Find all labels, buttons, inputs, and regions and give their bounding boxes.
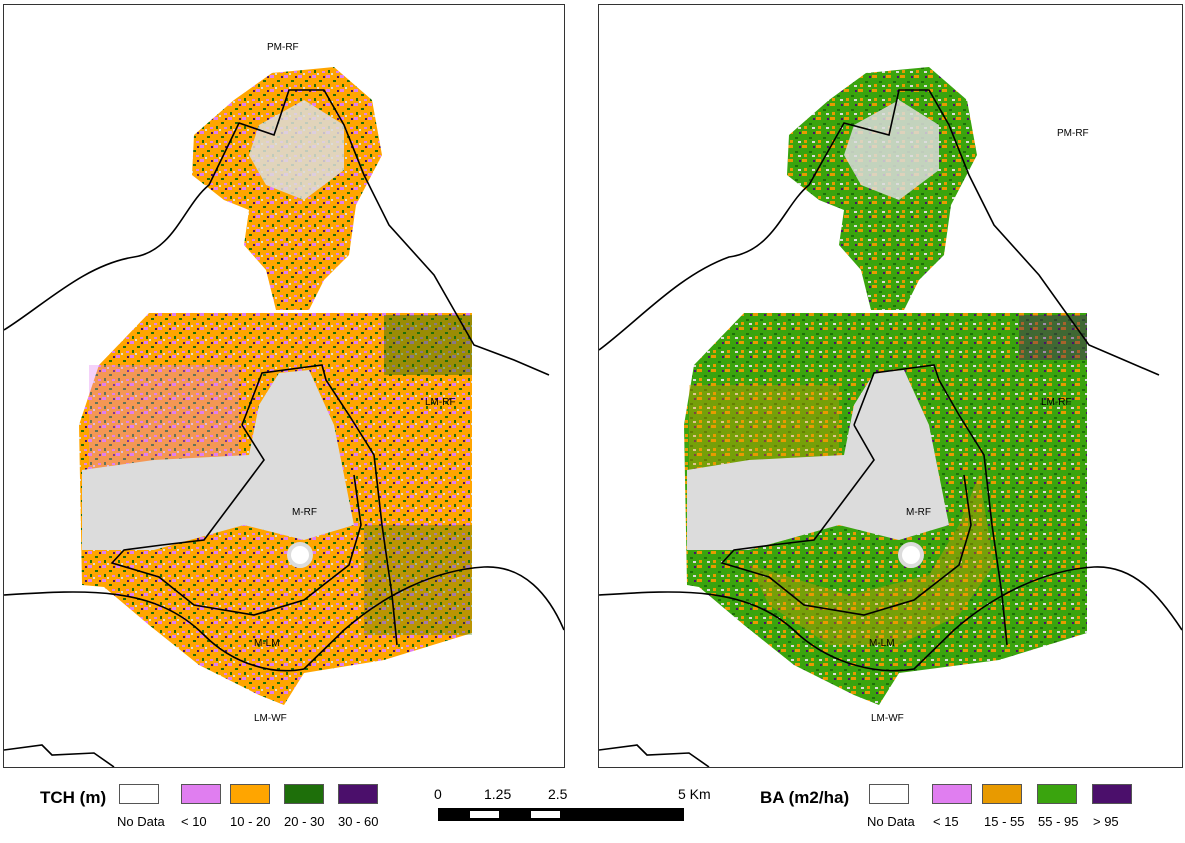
zone-label-lm-wf: LM-WF bbox=[254, 713, 287, 724]
orange-belt bbox=[749, 475, 994, 645]
dark-green-zone-se bbox=[364, 525, 472, 635]
ba-map-panel: PM-RF LM-RF M-RF M-LM LM-WF bbox=[598, 4, 1183, 768]
tch-swatch-lt10 bbox=[181, 784, 221, 804]
zone-label-m-lm: M-LM bbox=[254, 638, 280, 649]
ba-swatch-gt95 bbox=[1092, 784, 1132, 804]
ba-legend-title: BA (m2/ha) bbox=[760, 788, 850, 807]
tch-label-20-30: 20 - 30 bbox=[284, 814, 325, 829]
scale-tick-2-5: 2.5 bbox=[548, 786, 568, 802]
zone-label-m-rf: M-RF bbox=[292, 507, 317, 518]
scale-tick-5km: 5 Km bbox=[678, 786, 711, 802]
tch-swatch-10-20 bbox=[230, 784, 270, 804]
zone-label-pm-rf: PM-RF bbox=[267, 42, 299, 53]
zone-label-m-lm: M-LM bbox=[869, 638, 895, 649]
ba-swatch-55-95 bbox=[1037, 784, 1077, 804]
nodata-area-upper bbox=[249, 100, 344, 200]
zone-boundaries bbox=[599, 89, 1182, 767]
nodata-area-upper bbox=[844, 100, 939, 200]
zone-label-lm-rf: LM-RF bbox=[425, 397, 456, 408]
dark-green-zone bbox=[384, 315, 472, 375]
zone-label-m-rf: M-RF bbox=[906, 507, 931, 518]
ba-label-55-95: 55 - 95 bbox=[1038, 814, 1079, 829]
scale-tick-1-25: 1.25 bbox=[484, 786, 512, 802]
tch-label-10-20: 10 - 20 bbox=[230, 814, 271, 829]
nodata-area-crater bbox=[687, 370, 949, 550]
tch-swatch-30-60 bbox=[338, 784, 378, 804]
tch-swatch-20-30 bbox=[284, 784, 324, 804]
zone-label-lm-wf: LM-WF bbox=[871, 713, 904, 724]
ba-map: PM-RF LM-RF M-RF M-LM LM-WF bbox=[599, 67, 1182, 767]
ba-legend: BA (m2/ha) No Data < 15 15 - 55 55 - 95 … bbox=[760, 780, 1180, 830]
zone-boundaries bbox=[4, 89, 564, 767]
ba-label-nodata: No Data bbox=[867, 814, 915, 829]
tch-swatch-nodata bbox=[119, 784, 159, 804]
tch-label-30-60: 30 - 60 bbox=[338, 814, 379, 829]
ba-swatch-15-55 bbox=[982, 784, 1022, 804]
zone-label-pm-rf: PM-RF bbox=[1057, 128, 1089, 139]
tch-label-lt10: < 10 bbox=[181, 814, 207, 829]
tch-map: PM-RF LM-RF M-RF M-LM LM-WF bbox=[4, 42, 564, 767]
tch-map-panel: PM-RF LM-RF M-RF M-LM LM-WF bbox=[3, 4, 565, 768]
scale-tick-0: 0 bbox=[434, 786, 442, 802]
scale-bar-white-2 bbox=[531, 811, 560, 818]
ba-swatch-nodata bbox=[869, 784, 909, 804]
tch-legend-title: TCH (m) bbox=[40, 788, 107, 807]
ba-label-gt95: > 95 bbox=[1093, 814, 1119, 829]
zone-label-lm-rf: LM-RF bbox=[1041, 397, 1072, 408]
ba-label-15-55: 15 - 55 bbox=[984, 814, 1025, 829]
tch-label-nodata: No Data bbox=[117, 814, 165, 829]
scale-bar-white-1 bbox=[470, 811, 499, 818]
nodata-area-crater bbox=[82, 370, 354, 550]
scale-bar bbox=[438, 808, 684, 821]
crater-lake bbox=[898, 542, 924, 568]
crater-lake bbox=[287, 542, 313, 568]
tch-legend: TCH (m) No Data < 10 10 - 20 20 - 30 30 … bbox=[0, 780, 420, 830]
ba-swatch-lt15 bbox=[932, 784, 972, 804]
purple-zone bbox=[1019, 315, 1087, 360]
ba-label-lt15: < 15 bbox=[933, 814, 959, 829]
